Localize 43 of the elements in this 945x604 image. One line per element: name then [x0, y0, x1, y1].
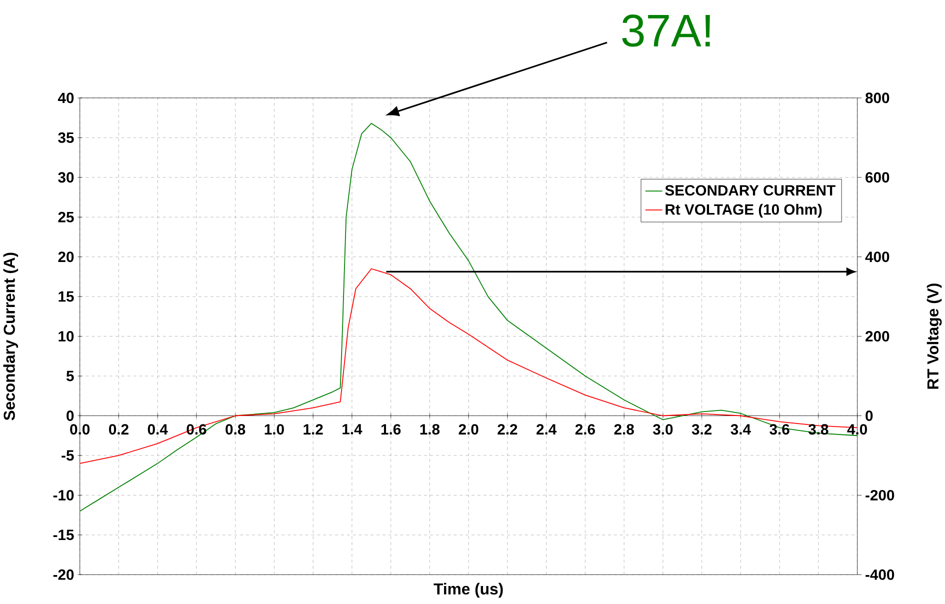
y2-tick-label: 0 [866, 410, 873, 421]
x-tick-label: 0.4 [148, 424, 168, 434]
x-tick-label: 3.2 [692, 424, 712, 434]
y-tick-label: 30 [58, 172, 74, 182]
y-tick-label: -15 [53, 530, 74, 540]
x-tick-label: 2.8 [614, 424, 634, 434]
y2-tick-label: 400 [865, 251, 890, 262]
x-tick-label: 1.0 [264, 424, 284, 434]
x-tick-label: 3.8 [808, 424, 828, 434]
x-tick-label: 2.0 [458, 424, 478, 434]
x-tick-label: 3.4 [730, 424, 751, 434]
x-tick-label: 1.2 [304, 424, 323, 434]
x-tick-label: 0.8 [226, 424, 246, 434]
x-tick-label: 2.2 [498, 424, 518, 434]
y-tick-label: 15 [58, 291, 74, 302]
y2-tick-label: 200 [866, 330, 890, 342]
x-tick-label: 1.4 [342, 424, 362, 434]
y-tick-label: 35 [58, 132, 74, 143]
y-tick-label: 25 [58, 212, 74, 222]
x-axis-title: Time (us) [434, 582, 503, 598]
y2-tick-label: 600 [866, 172, 890, 182]
y-tick-label: -20 [53, 569, 74, 580]
y-tick-label: 0 [66, 410, 74, 421]
text: 37A! [622, 14, 710, 47]
x-tick-label: 2.6 [575, 424, 595, 434]
y-axis-title: Secondary Current (A) [3, 252, 18, 420]
x-tick-label: 1.8 [420, 424, 440, 434]
legend-label: SECONDARY CURRENT [665, 184, 836, 196]
y2-axis-title: RT Voltage (V) [926, 283, 942, 389]
y2-tick-label: 800 [865, 92, 890, 103]
y2-tick-label: -400 [866, 569, 894, 580]
y-tick-label: 20 [58, 251, 74, 262]
x-tick-label: 2.4 [536, 424, 557, 434]
y-tick-label: 10 [58, 330, 74, 342]
y-tick-label: -5 [62, 450, 74, 460]
x-tick-label: 1.6 [381, 424, 401, 434]
x-tick-label: 0.2 [109, 424, 128, 434]
y-tick-label: -10 [53, 490, 74, 500]
y2-tick-label: -200 [866, 490, 894, 500]
y-tick-label: 40 [58, 92, 74, 103]
legend-label: Rt VOLTAGE (10 Ohm) [666, 204, 822, 218]
x-tick-label: 3.0 [652, 424, 673, 434]
y-tick-label: 5 [66, 370, 74, 382]
